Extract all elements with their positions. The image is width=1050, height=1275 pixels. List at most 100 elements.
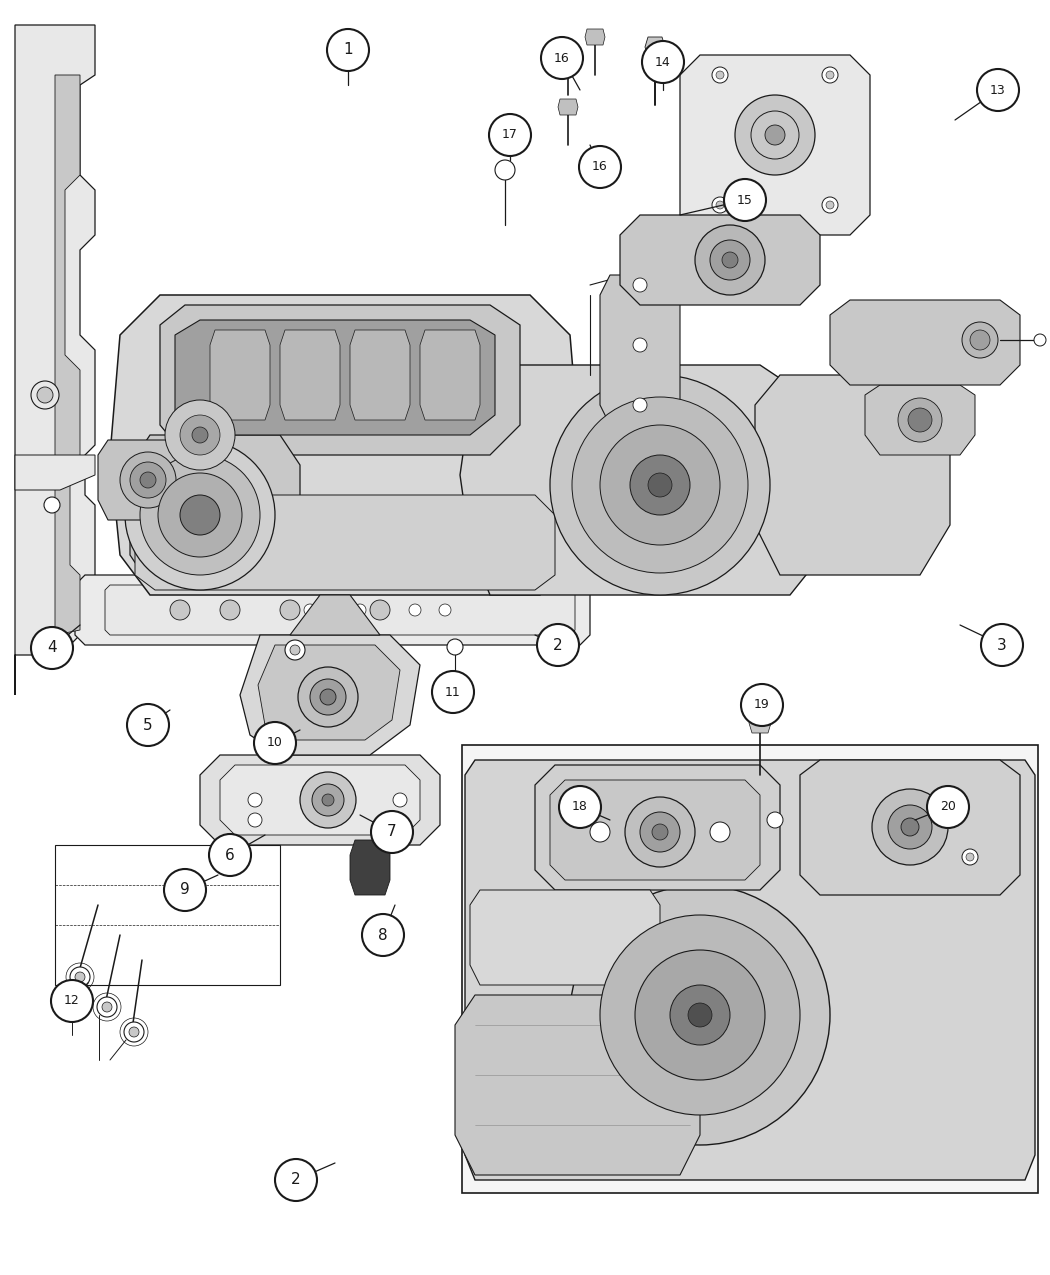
Circle shape (898, 398, 942, 442)
Circle shape (590, 822, 610, 842)
Circle shape (741, 683, 783, 725)
Circle shape (722, 252, 738, 268)
Circle shape (712, 68, 728, 83)
Circle shape (625, 797, 695, 867)
Text: 12: 12 (64, 994, 80, 1007)
Circle shape (541, 37, 583, 79)
Circle shape (320, 688, 336, 705)
Circle shape (102, 1002, 112, 1012)
Polygon shape (130, 435, 300, 585)
Polygon shape (15, 455, 94, 490)
Circle shape (32, 381, 59, 409)
Circle shape (275, 1159, 317, 1201)
Circle shape (670, 986, 730, 1046)
Circle shape (579, 147, 621, 187)
Polygon shape (240, 635, 420, 755)
Circle shape (254, 722, 296, 764)
Circle shape (209, 834, 251, 876)
Polygon shape (280, 330, 340, 419)
Polygon shape (536, 765, 780, 890)
Text: 19: 19 (754, 699, 770, 711)
Circle shape (716, 201, 724, 209)
Polygon shape (220, 765, 420, 835)
Circle shape (888, 805, 932, 849)
Polygon shape (550, 780, 760, 880)
Circle shape (908, 408, 932, 432)
Circle shape (362, 914, 404, 956)
Circle shape (164, 870, 206, 912)
Circle shape (70, 966, 90, 987)
Text: 1: 1 (343, 42, 353, 57)
Circle shape (635, 950, 765, 1080)
Circle shape (410, 604, 421, 616)
Polygon shape (258, 645, 400, 739)
Text: 4: 4 (47, 640, 57, 655)
Circle shape (633, 338, 647, 352)
Circle shape (130, 462, 166, 499)
Circle shape (75, 972, 85, 982)
Circle shape (140, 472, 156, 488)
Circle shape (976, 69, 1018, 111)
Circle shape (285, 640, 304, 660)
Circle shape (766, 812, 783, 827)
Circle shape (439, 604, 452, 616)
Circle shape (981, 623, 1023, 666)
Circle shape (129, 1026, 139, 1037)
Polygon shape (460, 365, 840, 595)
Circle shape (537, 623, 579, 666)
Text: 7: 7 (387, 825, 397, 839)
Text: 14: 14 (655, 56, 671, 69)
Text: 13: 13 (990, 83, 1006, 97)
Polygon shape (135, 495, 555, 590)
Circle shape (220, 601, 240, 620)
Polygon shape (210, 330, 270, 419)
Circle shape (765, 125, 785, 145)
Polygon shape (465, 760, 1035, 1179)
Circle shape (248, 793, 262, 807)
Circle shape (298, 667, 358, 727)
Circle shape (124, 1023, 144, 1042)
Circle shape (51, 980, 93, 1023)
Polygon shape (749, 713, 771, 733)
Polygon shape (350, 330, 410, 419)
Polygon shape (200, 755, 440, 845)
Text: 16: 16 (592, 161, 608, 173)
Polygon shape (755, 375, 950, 575)
Text: 6: 6 (225, 848, 235, 862)
Circle shape (550, 375, 770, 595)
Circle shape (180, 495, 220, 536)
Circle shape (32, 627, 74, 669)
Circle shape (640, 812, 680, 852)
Circle shape (140, 455, 260, 575)
Circle shape (248, 813, 262, 827)
Circle shape (280, 601, 300, 620)
Polygon shape (865, 385, 975, 455)
Circle shape (600, 425, 720, 544)
Text: 5: 5 (143, 718, 153, 733)
Circle shape (432, 671, 474, 713)
Circle shape (489, 113, 531, 156)
Text: 18: 18 (572, 801, 588, 813)
Circle shape (970, 330, 990, 351)
Circle shape (872, 789, 948, 864)
Polygon shape (558, 99, 578, 115)
Circle shape (630, 455, 690, 515)
Circle shape (648, 473, 672, 497)
Circle shape (826, 201, 834, 209)
Circle shape (290, 645, 300, 655)
Polygon shape (75, 575, 590, 645)
Text: 17: 17 (502, 129, 518, 142)
Circle shape (322, 794, 334, 806)
Circle shape (312, 784, 344, 816)
Circle shape (901, 819, 919, 836)
Circle shape (304, 604, 316, 616)
Text: 15: 15 (737, 194, 753, 207)
Circle shape (633, 398, 647, 412)
Polygon shape (558, 48, 578, 65)
Circle shape (822, 68, 838, 83)
Circle shape (710, 240, 750, 280)
Circle shape (710, 822, 730, 842)
Circle shape (371, 811, 413, 853)
Circle shape (370, 601, 390, 620)
Circle shape (600, 915, 800, 1116)
